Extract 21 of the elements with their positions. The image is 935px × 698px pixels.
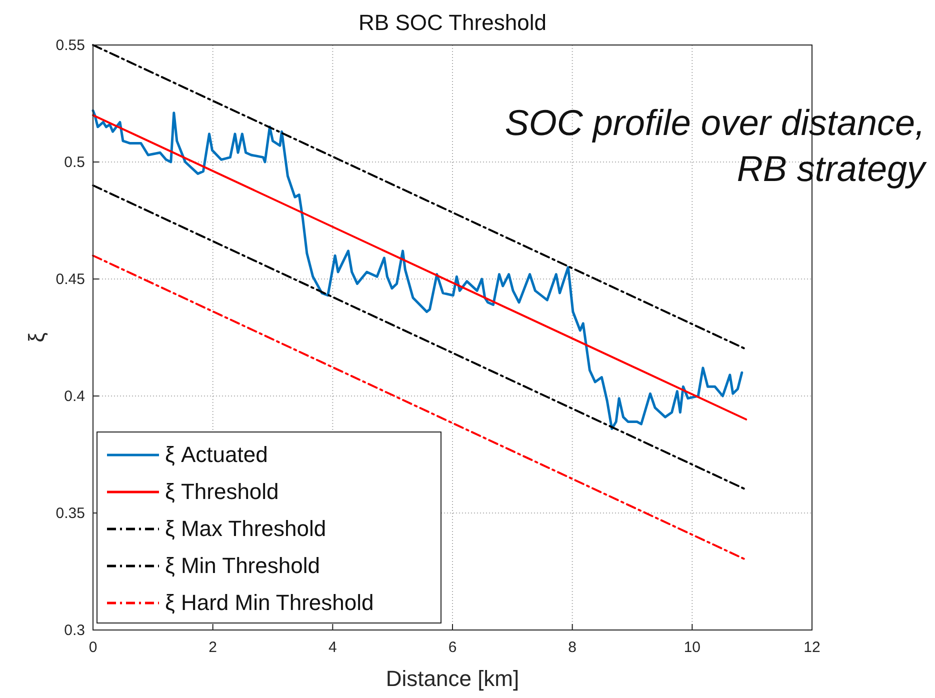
y-tick-label: 0.35 — [56, 505, 85, 522]
legend-label: ξ Min Threshold — [165, 553, 320, 578]
x-tick-label: 10 — [684, 639, 701, 656]
y-tick-label: 0.3 — [64, 622, 85, 639]
y-axis-title: ξ — [24, 332, 49, 342]
x-tick-label: 2 — [208, 639, 218, 656]
legend-label: ξ Max Threshold — [165, 516, 326, 541]
y-tick-label: 0.55 — [56, 37, 85, 54]
x-tick-label: 4 — [328, 639, 337, 656]
y-tick-label: 0.45 — [56, 271, 85, 288]
legend-label: ξ Actuated — [165, 442, 268, 467]
x-tick-label: 12 — [804, 639, 820, 656]
x-tick-label: 0 — [88, 639, 98, 656]
chart-title: RB SOC Threshold — [358, 10, 546, 35]
legend-label: ξ Threshold — [165, 479, 279, 504]
x-tick-label: 6 — [448, 639, 457, 656]
x-axis-title: Distance [km] — [386, 666, 520, 691]
x-tick-label: 8 — [568, 639, 577, 656]
y-tick-label: 0.5 — [64, 154, 85, 171]
legend-label: ξ Hard Min Threshold — [165, 590, 374, 615]
y-tick-label: 0.4 — [64, 388, 85, 405]
